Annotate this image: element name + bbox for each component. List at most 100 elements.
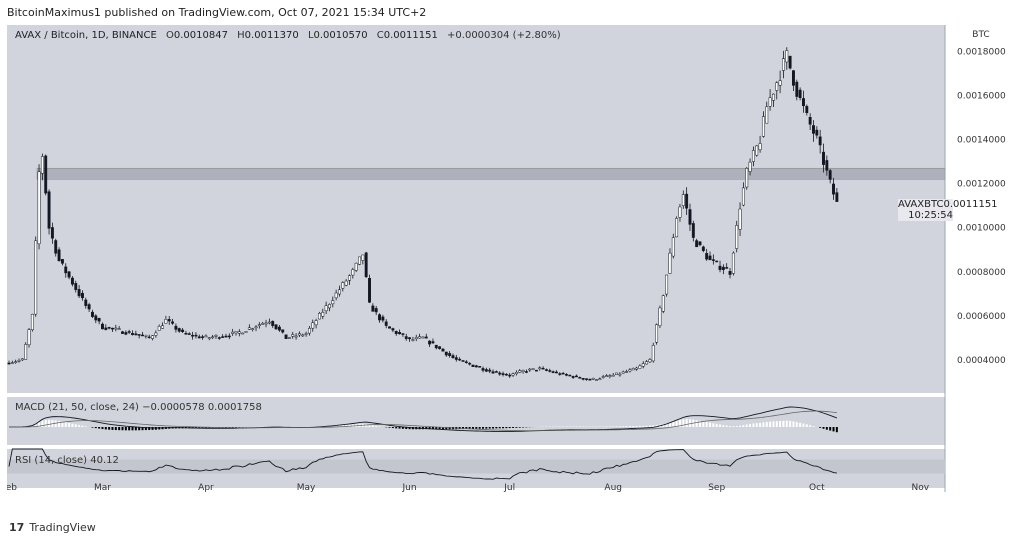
macd-histogram-bar: [749, 424, 752, 427]
candle-body: [294, 335, 298, 338]
candle-body: [698, 241, 702, 246]
price-tick-label: 0.0014000: [957, 136, 1006, 146]
candle-body: [565, 374, 568, 376]
candle-body: [822, 151, 825, 165]
candle-body: [284, 334, 288, 339]
macd-histogram-bar: [648, 425, 651, 427]
macd-histogram-bar: [465, 427, 468, 430]
close-label: C: [376, 30, 384, 41]
macd-histogram-bar: [719, 424, 722, 427]
bar-countdown: 10:25:54: [908, 210, 953, 221]
macd-histogram-bar: [341, 425, 344, 427]
time-tick-label: Feb: [7, 483, 17, 492]
time-tick-label: Jun: [402, 483, 417, 492]
time-tick-label: Sep: [708, 483, 725, 492]
candle-body: [348, 275, 351, 281]
macd-histogram-bar: [438, 427, 441, 430]
candle-body: [812, 125, 815, 134]
macd-histogram-bar: [492, 427, 495, 429]
candle-body: [101, 323, 104, 330]
macd-histogram-bar: [111, 427, 114, 430]
macd-histogram-bar: [518, 427, 521, 428]
candle-body: [731, 252, 735, 274]
candle-body: [501, 373, 505, 375]
macd-histogram-bar: [705, 422, 708, 427]
candle-body: [70, 277, 74, 285]
candle-body: [668, 252, 672, 274]
candle-body: [107, 327, 111, 329]
rsi-label: RSI (14, close): [15, 455, 88, 466]
macd-histogram-bar: [638, 425, 641, 427]
candle-body: [705, 253, 709, 260]
candle-body: [658, 307, 662, 326]
candle-body: [538, 367, 542, 370]
macd-histogram-bar: [688, 419, 691, 427]
macd-histogram-bar: [505, 427, 508, 429]
candle-body: [408, 337, 412, 340]
macd-histogram-bar: [792, 421, 795, 427]
candle-body: [24, 344, 28, 360]
candle-body: [281, 329, 285, 333]
candle-body: [50, 227, 54, 239]
footer-brand: TradingView: [29, 521, 96, 534]
candle-body: [498, 372, 502, 375]
candle-body: [224, 335, 228, 338]
close-value: 0.0011151: [383, 30, 438, 41]
candle-body: [618, 373, 622, 376]
candle-body: [217, 337, 221, 339]
candle-body: [585, 378, 588, 380]
macd-histogram-bar: [482, 427, 485, 429]
candle-body: [321, 312, 325, 317]
macd-histogram-bar: [114, 427, 117, 431]
macd-histogram-bar: [378, 426, 381, 427]
high-label: H: [237, 30, 245, 41]
candle-body: [438, 346, 442, 349]
candle-body: [581, 378, 585, 380]
candle-body: [484, 369, 488, 372]
candle-body: [725, 267, 729, 269]
candle-body: [805, 106, 809, 114]
macd-histogram-bar: [502, 427, 505, 429]
macd-histogram-bar: [672, 421, 675, 427]
candle-body: [558, 373, 562, 375]
candle-body: [37, 171, 41, 245]
candle-body: [287, 337, 291, 339]
candle-body: [204, 335, 208, 338]
macd-signal-line: [8, 410, 837, 432]
macd-histogram-bar: [785, 420, 788, 427]
candle-body: [207, 337, 211, 339]
candle-body: [508, 374, 512, 377]
candle-body: [678, 206, 682, 218]
macd-histogram-bar: [141, 427, 144, 431]
macd-histogram-bar: [802, 423, 805, 427]
candle-body: [568, 374, 572, 377]
macd-histogram-bar: [799, 422, 802, 427]
macd-histogram-bar: [408, 427, 411, 430]
candle-body: [721, 266, 725, 270]
candle-body: [221, 336, 225, 338]
rsi-legend: RSI (14, close) 40.12: [15, 455, 119, 466]
macd-histogram-bar: [498, 427, 501, 429]
time-tick-label: Mar: [94, 483, 111, 492]
price-chart[interactable]: BTC 0.0018000 0.0016000 0.0014000 0.0012000 0…: [7, 25, 1018, 492]
candle-body: [691, 223, 695, 238]
candle-body: [738, 208, 742, 230]
candle-body: [334, 292, 338, 299]
macd-histogram-bar: [762, 422, 765, 427]
low-value: 0.0010570: [313, 30, 368, 41]
macd-histogram-bar: [655, 425, 658, 427]
candle-body: [755, 145, 759, 156]
candle-body: [104, 327, 108, 330]
candle-body: [177, 328, 181, 332]
candle-body: [675, 218, 679, 238]
candle-body: [461, 360, 465, 362]
macd-histogram-bar: [715, 423, 718, 427]
candle-body: [381, 316, 385, 321]
macd-histogram-bar: [695, 420, 698, 427]
candle-body: [471, 364, 475, 367]
candle-body: [80, 292, 84, 299]
candle-body: [645, 361, 649, 365]
candle-body: [441, 348, 445, 352]
candle-body: [521, 370, 525, 372]
macd-histogram-bar: [795, 422, 798, 427]
